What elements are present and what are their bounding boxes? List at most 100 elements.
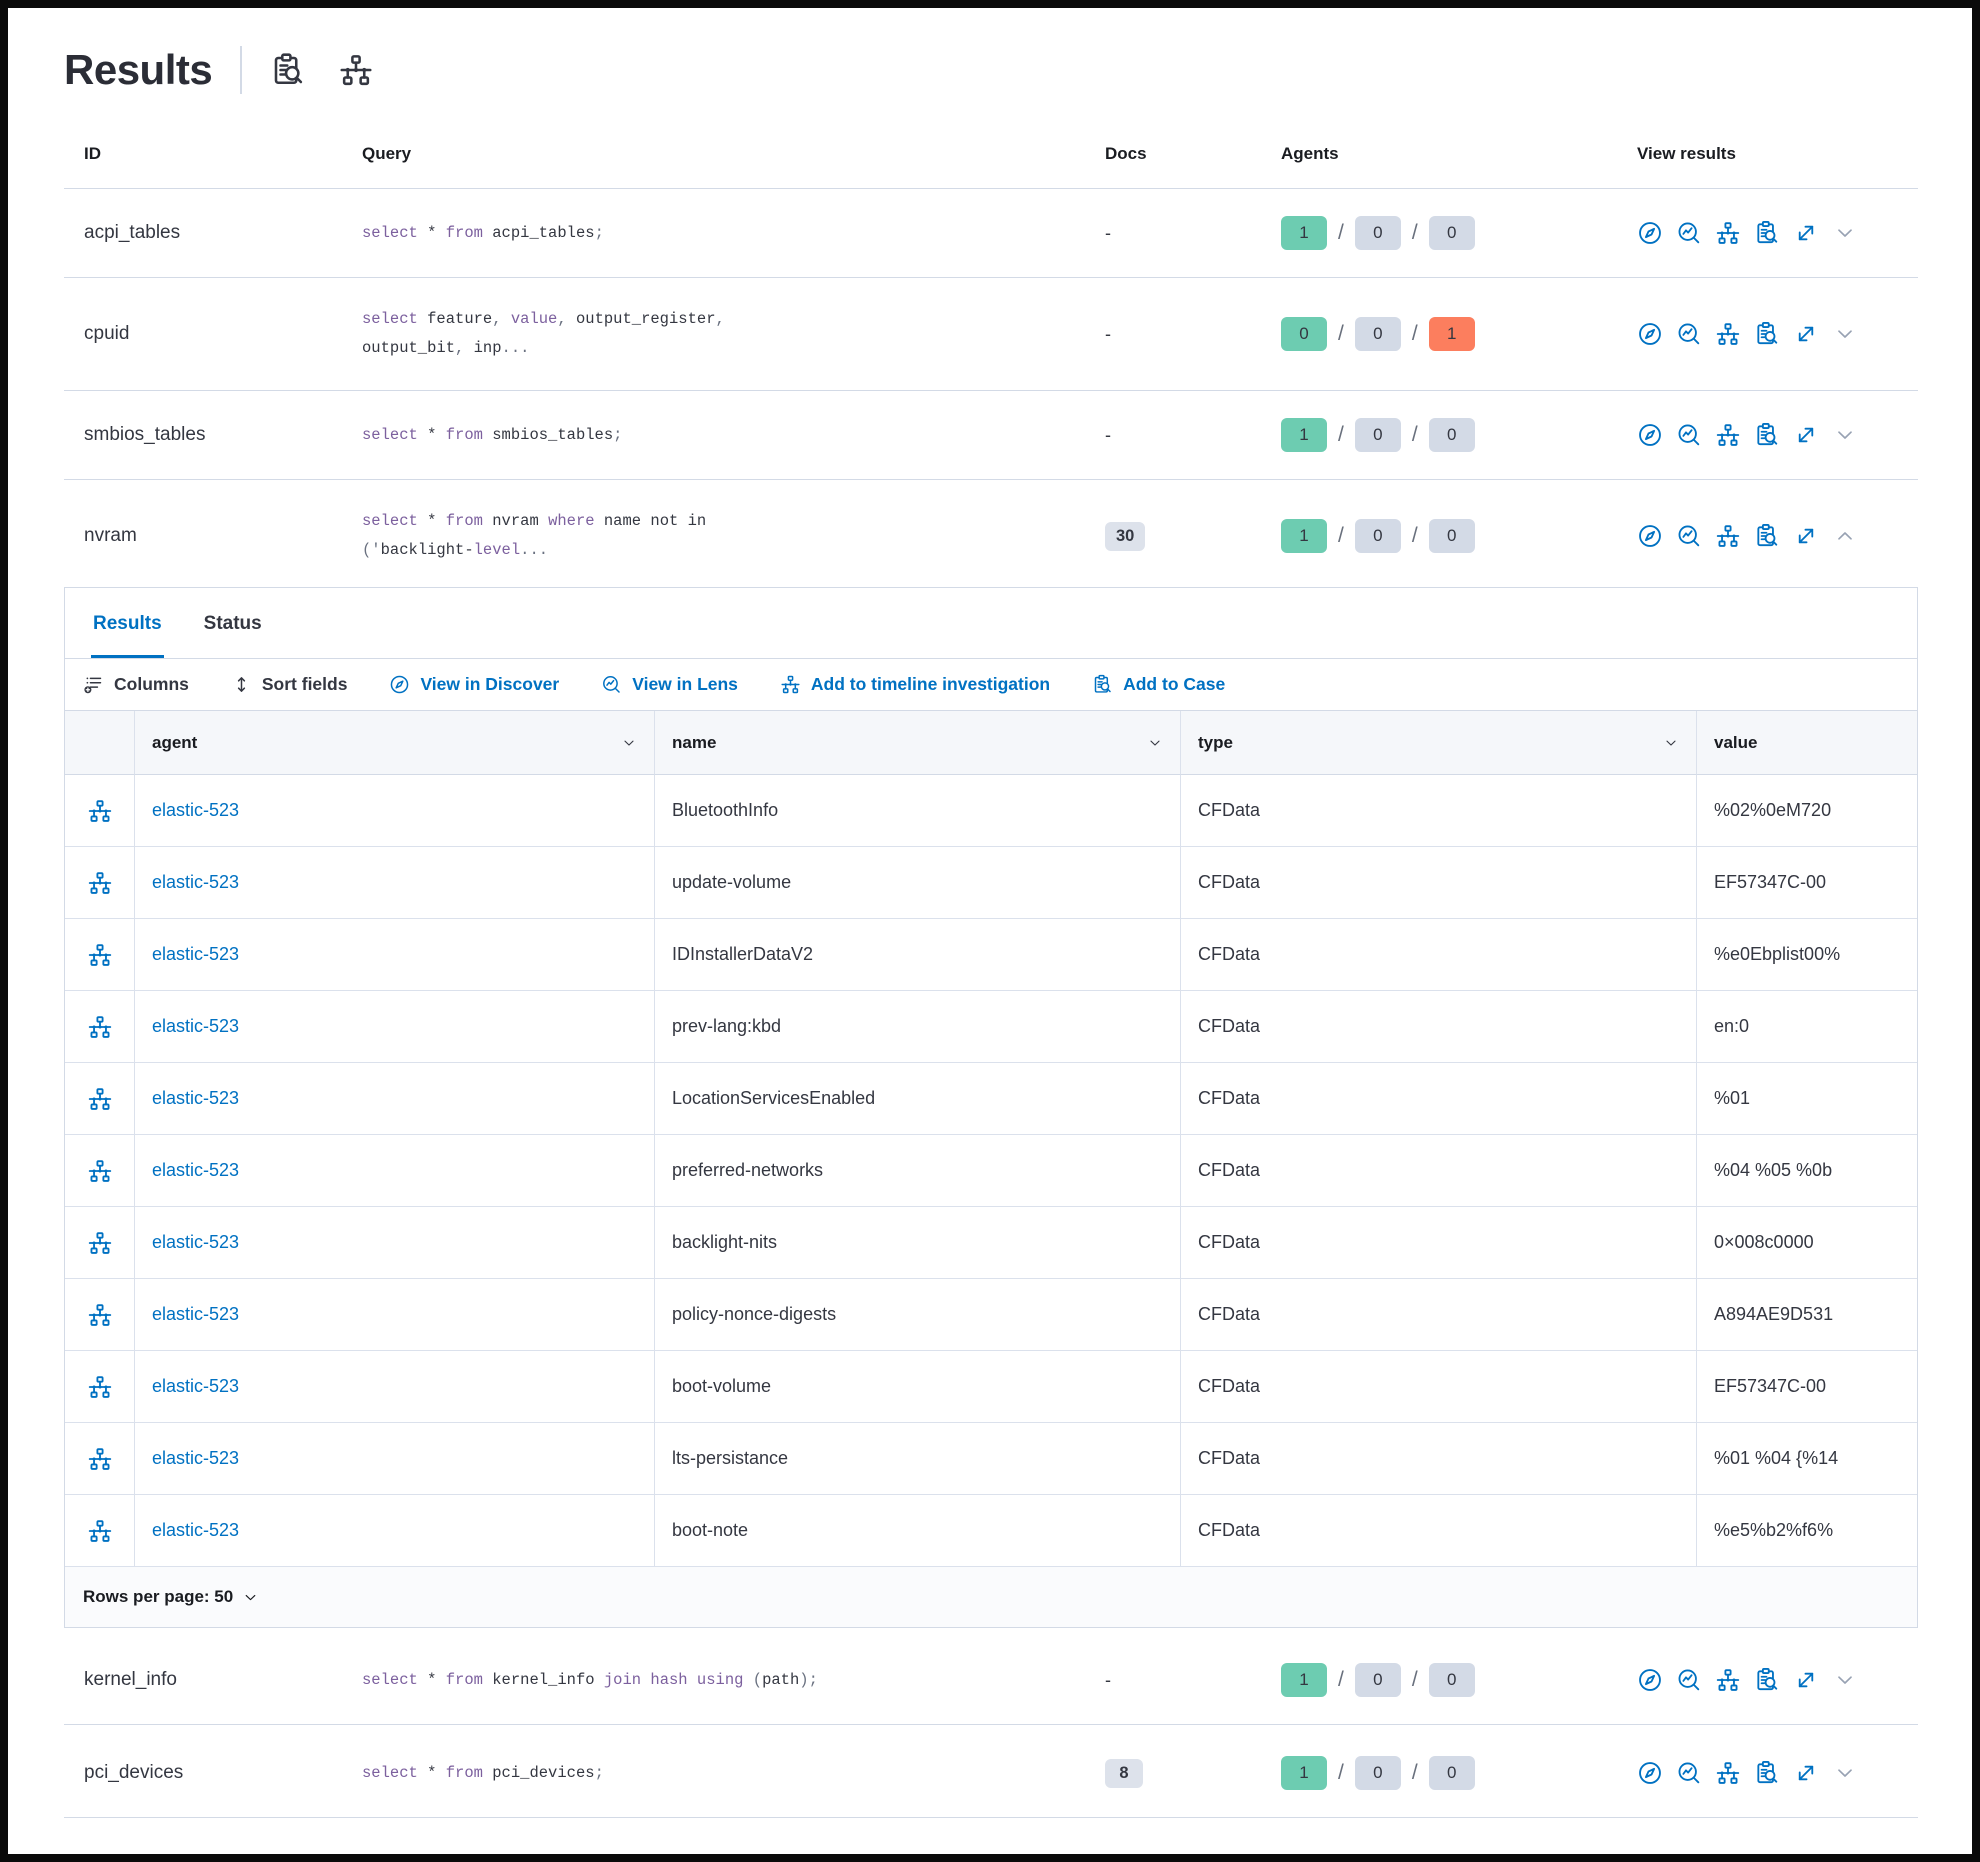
grid-column-header-agent[interactable]: agent [135, 711, 655, 775]
agent-link[interactable]: elastic-523 [152, 1160, 240, 1180]
discover-icon[interactable] [1637, 321, 1663, 347]
query-sql: select * from pci_devices; [344, 1759, 1069, 1788]
query-row: cpuid select feature, value, output_regi… [64, 278, 1918, 391]
agent-link[interactable]: elastic-523 [152, 1016, 240, 1036]
sql-keyword: select [362, 425, 418, 444]
grid-column-header-type[interactable]: type [1181, 711, 1697, 775]
timeline-icon[interactable] [87, 1446, 113, 1472]
expand-icon[interactable] [1793, 422, 1819, 448]
agent-link[interactable]: elastic-523 [152, 1304, 240, 1324]
timeline-icon[interactable] [87, 1230, 113, 1256]
chevron-down-icon[interactable] [1833, 322, 1857, 346]
panel-tabs: Results Status [65, 588, 1917, 659]
chevron-down-icon[interactable] [1833, 1761, 1857, 1785]
agent-link[interactable]: elastic-523 [152, 1376, 240, 1396]
case-icon[interactable] [1754, 321, 1780, 347]
chevron-up-icon[interactable] [1833, 524, 1857, 548]
timeline-icon[interactable] [87, 1014, 113, 1040]
chevron-down-icon[interactable] [1833, 423, 1857, 447]
grid-cell-name: LocationServicesEnabled [655, 1063, 1181, 1135]
column-header-docs: Docs [1105, 144, 1147, 163]
timeline-icon[interactable] [1715, 1760, 1741, 1786]
grid-cell-value: %e5%b2%f6% [1697, 1495, 1917, 1567]
discover-icon[interactable] [1637, 523, 1663, 549]
sql-text: , [715, 310, 725, 328]
timeline-icon[interactable] [87, 1374, 113, 1400]
agents-separator: / [1338, 322, 1344, 345]
lens-icon[interactable] [1676, 220, 1702, 246]
grid-cell-agent: elastic-523 [135, 775, 655, 847]
timeline-icon[interactable] [87, 798, 113, 824]
tab-status[interactable]: Status [203, 613, 262, 634]
timeline-icon[interactable] [338, 52, 374, 88]
expand-icon[interactable] [1793, 1760, 1819, 1786]
timeline-icon[interactable] [87, 1086, 113, 1112]
toolbar-view-in-discover[interactable]: View in Discover [389, 674, 559, 695]
timeline-icon[interactable] [1715, 422, 1741, 448]
chevron-down-icon[interactable] [1833, 1668, 1857, 1692]
toolbar-columns[interactable]: Columns [83, 674, 189, 695]
timeline-icon[interactable] [87, 1158, 113, 1184]
sql-keyword: hash [650, 1670, 688, 1689]
timeline-icon[interactable] [87, 1302, 113, 1328]
chevron-down-icon[interactable] [1833, 221, 1857, 245]
case-icon[interactable] [1754, 1667, 1780, 1693]
discover-icon[interactable] [1637, 1760, 1663, 1786]
grid-column-header-value[interactable]: value [1697, 711, 1917, 775]
case-icon[interactable] [1754, 1760, 1780, 1786]
case-icon[interactable] [1754, 422, 1780, 448]
agent-link[interactable]: elastic-523 [152, 1232, 240, 1252]
agent-link[interactable]: elastic-523 [152, 1520, 240, 1540]
lens-icon[interactable] [1676, 523, 1702, 549]
toolbar-add-to-case[interactable]: Add to Case [1092, 674, 1225, 695]
query-sql: select * from nvram where name not in ('b… [344, 507, 1069, 565]
discover-icon[interactable] [1637, 422, 1663, 448]
sql-text: * [417, 1670, 446, 1689]
toolbar-sort-fields[interactable]: Sort fields [231, 674, 347, 695]
expand-icon[interactable] [1793, 1667, 1819, 1693]
lens-icon[interactable] [1676, 1760, 1702, 1786]
timeline-icon[interactable] [1715, 321, 1741, 347]
expand-icon[interactable] [1793, 321, 1819, 347]
agent-link[interactable]: elastic-523 [152, 1448, 240, 1468]
view-results-actions [1609, 422, 1918, 448]
lens-icon[interactable] [1676, 321, 1702, 347]
toolbar-view-in-lens[interactable]: View in Lens [601, 674, 738, 695]
timeline-icon[interactable] [87, 870, 113, 896]
timeline-icon[interactable] [1715, 1667, 1741, 1693]
agent-link[interactable]: elastic-523 [152, 1088, 240, 1108]
agents-separator: / [1411, 524, 1418, 547]
agent-link[interactable]: elastic-523 [152, 944, 240, 964]
grid-cell-name: lts-persistance [655, 1423, 1181, 1495]
sql-keyword: from [445, 1670, 483, 1689]
timeline-icon[interactable] [1715, 523, 1741, 549]
toolbar-add-to-timeline-investigation[interactable]: Add to timeline investigation [780, 674, 1050, 695]
tab-results[interactable]: Results [91, 588, 164, 658]
agent-count-badge-neutral: 0 [1354, 317, 1401, 351]
discover-icon[interactable] [1637, 220, 1663, 246]
expand-icon[interactable] [1793, 220, 1819, 246]
grid-column-header-name[interactable]: name [655, 711, 1181, 775]
case-icon[interactable] [1754, 220, 1780, 246]
expanded-results-panel: Results Status Columns Sort fields View in … [64, 587, 1918, 1628]
grid-header-lead [65, 711, 135, 775]
timeline-icon[interactable] [87, 942, 113, 968]
grid-cell-text: en:0 [1714, 1016, 1750, 1036]
sql-keyword: join [603, 1670, 642, 1689]
expand-icon[interactable] [1793, 523, 1819, 549]
lens-icon[interactable] [1676, 422, 1702, 448]
case-icon[interactable] [1754, 523, 1780, 549]
sql-keyword: select [362, 310, 418, 328]
agent-link[interactable]: elastic-523 [152, 800, 240, 820]
rows-per-page-control[interactable]: Rows per page: 50 [65, 1567, 1917, 1627]
docs-badge: 8 [1105, 1758, 1143, 1788]
case-icon[interactable] [270, 52, 306, 88]
discover-icon[interactable] [1637, 1667, 1663, 1693]
view-results-actions [1609, 220, 1918, 246]
timeline-icon[interactable] [1715, 220, 1741, 246]
agent-link[interactable]: elastic-523 [152, 872, 240, 892]
timeline-icon[interactable] [87, 1518, 113, 1544]
grid-cell-text: BluetoothInfo [672, 800, 779, 820]
grid-row-lead [65, 847, 135, 919]
lens-icon[interactable] [1676, 1667, 1702, 1693]
